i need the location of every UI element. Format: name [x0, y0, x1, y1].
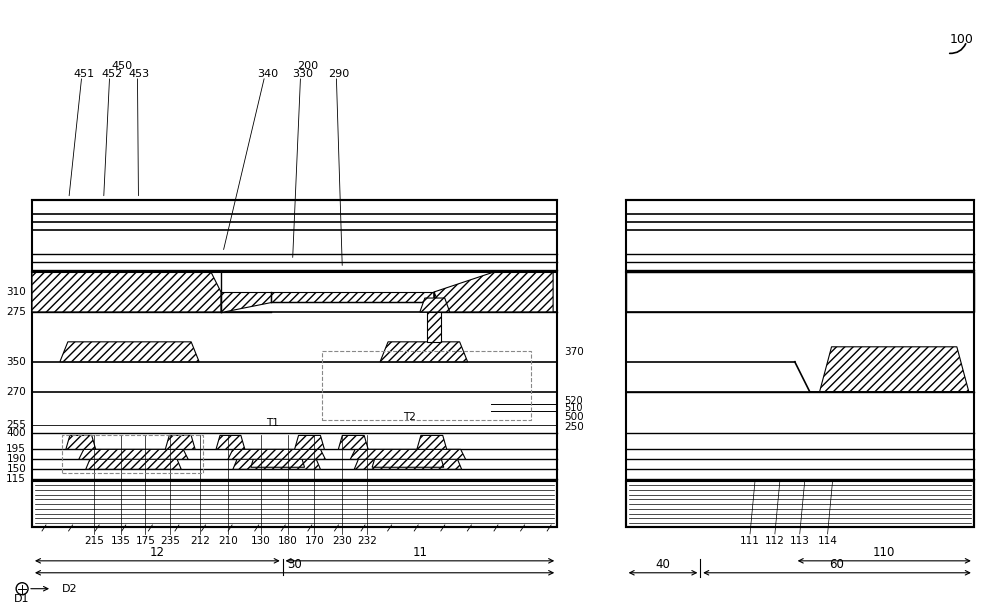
Polygon shape — [251, 458, 305, 467]
Text: 210: 210 — [218, 536, 238, 546]
Text: 175: 175 — [135, 536, 155, 546]
Text: 451: 451 — [73, 69, 94, 79]
Polygon shape — [216, 436, 245, 450]
Text: 215: 215 — [84, 536, 104, 546]
Text: 111: 111 — [740, 536, 760, 546]
Text: 212: 212 — [190, 536, 210, 546]
Text: 110: 110 — [873, 547, 895, 559]
Text: 232: 232 — [357, 536, 377, 546]
Polygon shape — [420, 298, 450, 312]
Text: 195: 195 — [6, 444, 26, 454]
Text: 270: 270 — [6, 387, 26, 396]
Bar — [427, 312, 441, 342]
Polygon shape — [233, 458, 320, 469]
Polygon shape — [380, 342, 468, 362]
Bar — [322, 351, 531, 420]
Text: 112: 112 — [765, 536, 785, 546]
Text: 310: 310 — [6, 287, 26, 297]
Text: 170: 170 — [305, 536, 324, 546]
Text: 275: 275 — [6, 307, 26, 317]
Text: 520: 520 — [564, 395, 583, 406]
Text: D2: D2 — [62, 584, 78, 594]
Text: 500: 500 — [564, 412, 584, 423]
Bar — [626, 481, 974, 527]
Text: 340: 340 — [257, 69, 278, 79]
Text: T1: T1 — [266, 418, 279, 428]
Text: 370: 370 — [564, 347, 584, 357]
Polygon shape — [338, 436, 368, 450]
Polygon shape — [434, 272, 553, 312]
Text: 200: 200 — [297, 61, 318, 71]
Text: 11: 11 — [412, 547, 427, 559]
Polygon shape — [434, 292, 444, 302]
Bar — [626, 201, 974, 527]
Text: 30: 30 — [287, 558, 302, 572]
Text: T2: T2 — [403, 412, 416, 423]
Text: 115: 115 — [6, 474, 26, 484]
Polygon shape — [372, 458, 444, 467]
Text: 450: 450 — [111, 61, 132, 71]
Polygon shape — [295, 436, 324, 450]
Text: 113: 113 — [790, 536, 810, 546]
Text: 250: 250 — [564, 423, 584, 432]
Text: 230: 230 — [332, 536, 352, 546]
Text: 60: 60 — [830, 558, 844, 572]
Text: 330: 330 — [292, 69, 313, 79]
Polygon shape — [32, 272, 221, 312]
Text: 452: 452 — [101, 69, 122, 79]
Polygon shape — [228, 450, 325, 459]
Text: 255: 255 — [6, 420, 26, 431]
Polygon shape — [165, 436, 195, 450]
Polygon shape — [60, 342, 199, 362]
Text: 190: 190 — [6, 454, 26, 464]
Text: 235: 235 — [160, 536, 180, 546]
Polygon shape — [354, 458, 462, 469]
Text: 453: 453 — [129, 69, 150, 79]
Polygon shape — [221, 292, 271, 312]
Bar — [32, 481, 557, 527]
Bar — [62, 436, 203, 473]
Polygon shape — [350, 450, 466, 459]
Text: 350: 350 — [6, 357, 26, 367]
Text: 40: 40 — [656, 558, 670, 572]
Polygon shape — [66, 436, 96, 450]
Polygon shape — [79, 450, 188, 459]
Text: D1: D1 — [14, 594, 30, 604]
Text: 180: 180 — [278, 536, 297, 546]
Polygon shape — [86, 458, 181, 469]
Polygon shape — [417, 436, 447, 450]
Text: 130: 130 — [251, 536, 271, 546]
Text: 100: 100 — [950, 33, 974, 46]
Bar — [626, 272, 974, 312]
Bar — [32, 201, 557, 527]
Text: 12: 12 — [150, 547, 165, 559]
Text: 510: 510 — [564, 403, 583, 412]
Text: 400: 400 — [6, 428, 26, 439]
Polygon shape — [271, 292, 434, 302]
Polygon shape — [820, 347, 969, 392]
Text: 290: 290 — [328, 69, 349, 79]
Text: 135: 135 — [111, 536, 130, 546]
Text: 150: 150 — [6, 464, 26, 474]
Text: 114: 114 — [818, 536, 838, 546]
